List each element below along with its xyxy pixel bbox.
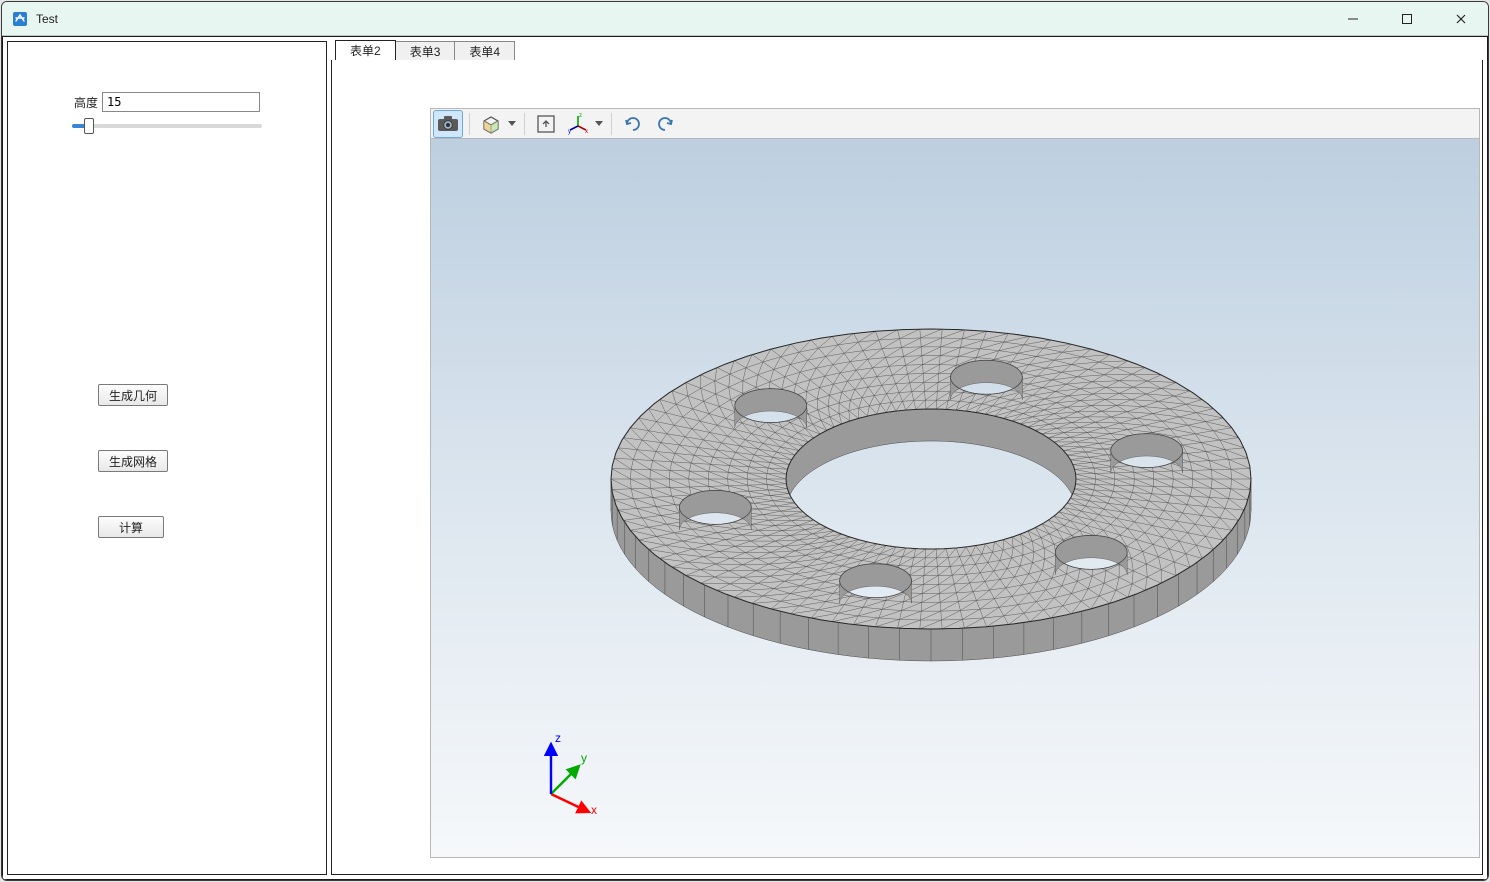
rotate-cw-button[interactable] [618, 110, 648, 138]
generate-mesh-button[interactable]: 生成网格 [98, 450, 168, 472]
svg-text:y: y [568, 129, 571, 135]
minimize-button[interactable] [1326, 2, 1380, 35]
view-preset-group [476, 110, 518, 138]
window-title: Test [36, 12, 58, 26]
window-controls [1326, 2, 1488, 35]
svg-text:x: x [585, 129, 588, 135]
axes-icon: z x y [567, 113, 589, 135]
tab-4[interactable]: 表单4 [454, 41, 515, 60]
titlebar[interactable]: Test [2, 2, 1488, 36]
tab-body: z x y [331, 60, 1483, 875]
height-parameter-row: 高度 [74, 92, 260, 112]
zoom-extents-button[interactable] [531, 110, 561, 138]
client-area: 高度 生成几何 生成网格 计算 表单2表单3表单4 [2, 36, 1488, 880]
cube-icon [480, 113, 502, 135]
camera-icon [437, 115, 459, 133]
3d-viewport[interactable]: x y z [430, 138, 1480, 858]
tab-2[interactable]: 表单2 [335, 40, 396, 60]
chevron-down-icon [595, 121, 603, 127]
view-cube-button[interactable] [476, 110, 506, 138]
tabs-row: 表单2表单3表单4 [331, 41, 1483, 61]
axes-orientation-button[interactable]: z x y [563, 110, 593, 138]
height-input[interactable] [102, 92, 260, 112]
left-panel: 高度 生成几何 生成网格 计算 [7, 41, 327, 875]
axes-preset-group: z x y [563, 110, 605, 138]
chevron-down-icon [508, 121, 516, 127]
view-cube-dropdown[interactable] [506, 110, 518, 138]
height-label: 高度 [74, 94, 98, 111]
toolbar-separator [524, 113, 525, 135]
rotate-ccw-icon [654, 113, 676, 135]
maximize-button[interactable] [1380, 2, 1434, 35]
rotate-cw-icon [622, 113, 644, 135]
toolbar-separator [469, 113, 470, 135]
height-slider[interactable] [72, 118, 262, 134]
fit-extents-icon [535, 113, 557, 135]
app-window: Test 高度 [1, 1, 1489, 881]
svg-text:z: z [579, 113, 582, 119]
rotate-ccw-button[interactable] [650, 110, 680, 138]
toolbar-separator [611, 113, 612, 135]
slider-track [72, 124, 262, 128]
right-column: 表单2表单3表单4 [331, 41, 1483, 875]
flange-mesh-model [431, 139, 1480, 858]
close-button[interactable] [1434, 2, 1488, 35]
generate-geometry-button[interactable]: 生成几何 [98, 384, 168, 406]
compute-button[interactable]: 计算 [98, 516, 164, 538]
viewer-toolbar: z x y [430, 108, 1480, 138]
axes-orientation-dropdown[interactable] [593, 110, 605, 138]
slider-thumb[interactable] [84, 118, 94, 134]
snapshot-button[interactable] [433, 110, 463, 138]
app-icon [10, 9, 30, 29]
tab-3[interactable]: 表单3 [395, 41, 456, 60]
